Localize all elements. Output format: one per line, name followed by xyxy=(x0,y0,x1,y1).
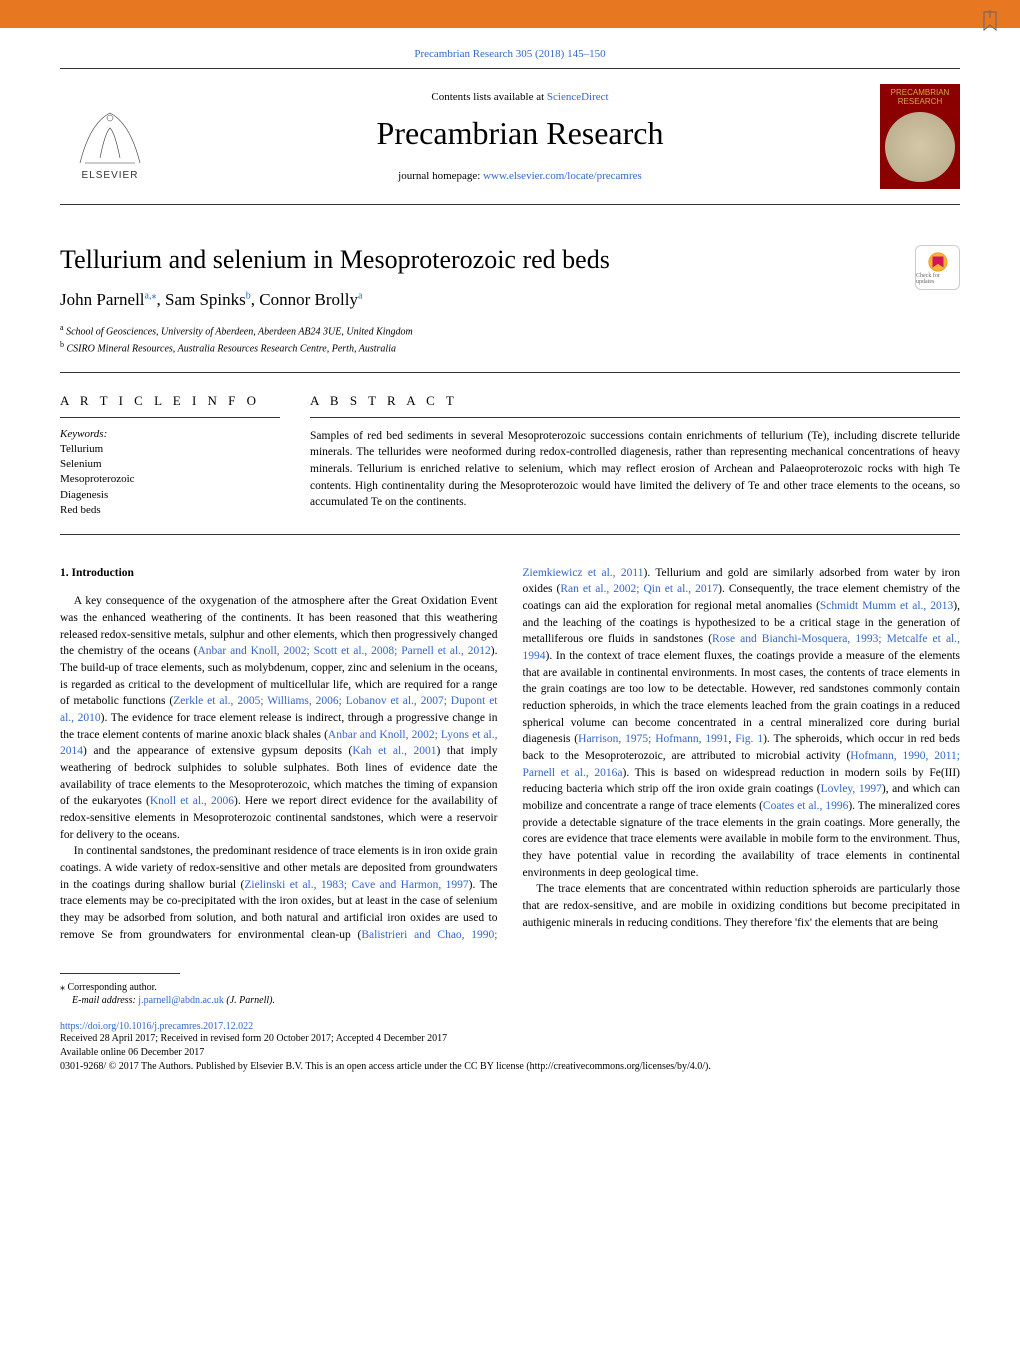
citation-link[interactable]: Zielinski et al., 1983; Cave and Harmon,… xyxy=(244,879,468,891)
abstract: A B S T R A C T Samples of red bed sedim… xyxy=(310,393,960,519)
citation-link[interactable]: Coates et al., 1996 xyxy=(763,800,848,812)
divider xyxy=(60,204,960,205)
figure-link[interactable]: Fig. 1 xyxy=(735,733,763,745)
keywords-label: Keywords: xyxy=(60,428,280,440)
citation-link[interactable]: Kah et al., 2001 xyxy=(352,745,436,757)
top-bar xyxy=(0,0,1020,28)
received-dates: Received 28 April 2017; Received in revi… xyxy=(60,1032,960,1046)
bookmark-icon xyxy=(980,10,1000,39)
elsevier-text: ELSEVIER xyxy=(82,170,139,181)
keyword: Mesoproterozoic xyxy=(60,472,280,487)
cover-image xyxy=(885,112,955,182)
citation-link[interactable]: Precambrian Research 305 (2018) 145–150 xyxy=(414,48,605,60)
doi-link[interactable]: https://doi.org/10.1016/j.precamres.2017… xyxy=(60,1021,253,1032)
author-3: , Connor Brolly xyxy=(251,290,358,309)
masthead-center: Contents lists available at ScienceDirec… xyxy=(160,91,880,182)
citation-link[interactable]: Knoll et al., 2006 xyxy=(150,795,234,807)
body-text: The trace elements that are concentrated… xyxy=(523,883,961,928)
corresponding-author: ⁎ Corresponding author. xyxy=(60,982,960,993)
aff-a: School of Geosciences, University of Abe… xyxy=(64,326,413,337)
email-line: E-mail address: j.parnell@abdn.ac.uk (J.… xyxy=(60,995,960,1006)
affiliations: a School of Geosciences, University of A… xyxy=(60,322,960,357)
body-section: 1. Introduction A key consequence of the… xyxy=(0,565,1020,944)
article-title: Tellurium and selenium in Mesoproterozoi… xyxy=(60,245,610,275)
aff-b: CSIRO Mineral Resources, Australia Resou… xyxy=(64,344,396,355)
journal-cover: PRECAMBRIAN RESEARCH xyxy=(880,84,960,189)
citation-link[interactable]: Lovley, 1997 xyxy=(821,783,882,795)
journal-title: Precambrian Research xyxy=(160,115,880,152)
citation-link[interactable]: Ran et al., 2002; Qin et al., 2017 xyxy=(560,583,718,595)
body-text: ) and the appearance of extensive gypsum… xyxy=(83,745,352,757)
citation-link[interactable]: Schmidt Mumm et al., 2013 xyxy=(820,600,953,612)
keyword: Tellurium xyxy=(60,442,280,457)
info-abstract-row: A R T I C L E I N F O Keywords: Telluriu… xyxy=(60,393,960,519)
check-updates-label: Check for updates xyxy=(916,273,959,285)
info-heading: A R T I C L E I N F O xyxy=(60,393,280,409)
author-1: John Parnell xyxy=(60,290,145,309)
keyword: Diagenesis xyxy=(60,488,280,503)
masthead: ELSEVIER Contents lists available at Sci… xyxy=(0,84,1020,189)
email-suffix: (J. Parnell). xyxy=(224,995,275,1006)
cover-title: PRECAMBRIAN RESEARCH xyxy=(885,89,955,107)
footer: ⁎ Corresponding author. E-mail address: … xyxy=(0,973,1020,1074)
email-link[interactable]: j.parnell@abdn.ac.uk xyxy=(138,995,224,1006)
citation-link[interactable]: Anbar and Knoll, 2002; Scott et al., 200… xyxy=(198,645,491,657)
available-date: Available online 06 December 2017 xyxy=(60,1046,960,1060)
divider xyxy=(60,973,180,974)
citation-link[interactable]: Harrison, 1975; Hofmann, 1991 xyxy=(578,733,728,745)
abstract-text: Samples of red bed sediments in several … xyxy=(310,428,960,511)
homepage-line: journal homepage: www.elsevier.com/locat… xyxy=(160,170,880,182)
elsevier-logo: ELSEVIER xyxy=(60,93,160,181)
authors: John Parnella,⁎, Sam Spinksb, Connor Bro… xyxy=(60,290,960,310)
article-info: A R T I C L E I N F O Keywords: Telluriu… xyxy=(60,393,280,519)
doi: https://doi.org/10.1016/j.precamres.2017… xyxy=(60,1021,960,1032)
divider xyxy=(60,417,280,418)
journal-reference: Precambrian Research 305 (2018) 145–150 xyxy=(0,48,1020,60)
divider xyxy=(60,68,960,69)
contents-line: Contents lists available at ScienceDirec… xyxy=(160,91,880,103)
homepage-label: journal homepage: xyxy=(398,170,483,182)
divider xyxy=(60,372,960,373)
divider xyxy=(310,417,960,418)
check-updates-badge[interactable]: Check for updates xyxy=(915,245,960,290)
author-2: , Sam Spinks xyxy=(156,290,245,309)
body-text: ). In the context of trace element fluxe… xyxy=(523,650,961,745)
article-header: Tellurium and selenium in Mesoproterozoi… xyxy=(0,245,1020,535)
section-heading: 1. Introduction xyxy=(60,567,134,579)
author-3-aff[interactable]: a xyxy=(358,290,362,301)
body-columns: 1. Introduction A key consequence of the… xyxy=(60,565,960,944)
keyword: Selenium xyxy=(60,457,280,472)
copyright: 0301-9268/ © 2017 The Authors. Published… xyxy=(60,1060,960,1074)
homepage-link[interactable]: www.elsevier.com/locate/precamres xyxy=(483,170,642,182)
divider xyxy=(60,534,960,535)
page-container: Precambrian Research 305 (2018) 145–150 … xyxy=(0,48,1020,1074)
sciencedirect-link[interactable]: ScienceDirect xyxy=(547,91,609,103)
abstract-heading: A B S T R A C T xyxy=(310,393,960,409)
keyword: Red beds xyxy=(60,503,280,518)
email-label: E-mail address: xyxy=(72,995,138,1006)
contents-label: Contents lists available at xyxy=(431,91,546,103)
